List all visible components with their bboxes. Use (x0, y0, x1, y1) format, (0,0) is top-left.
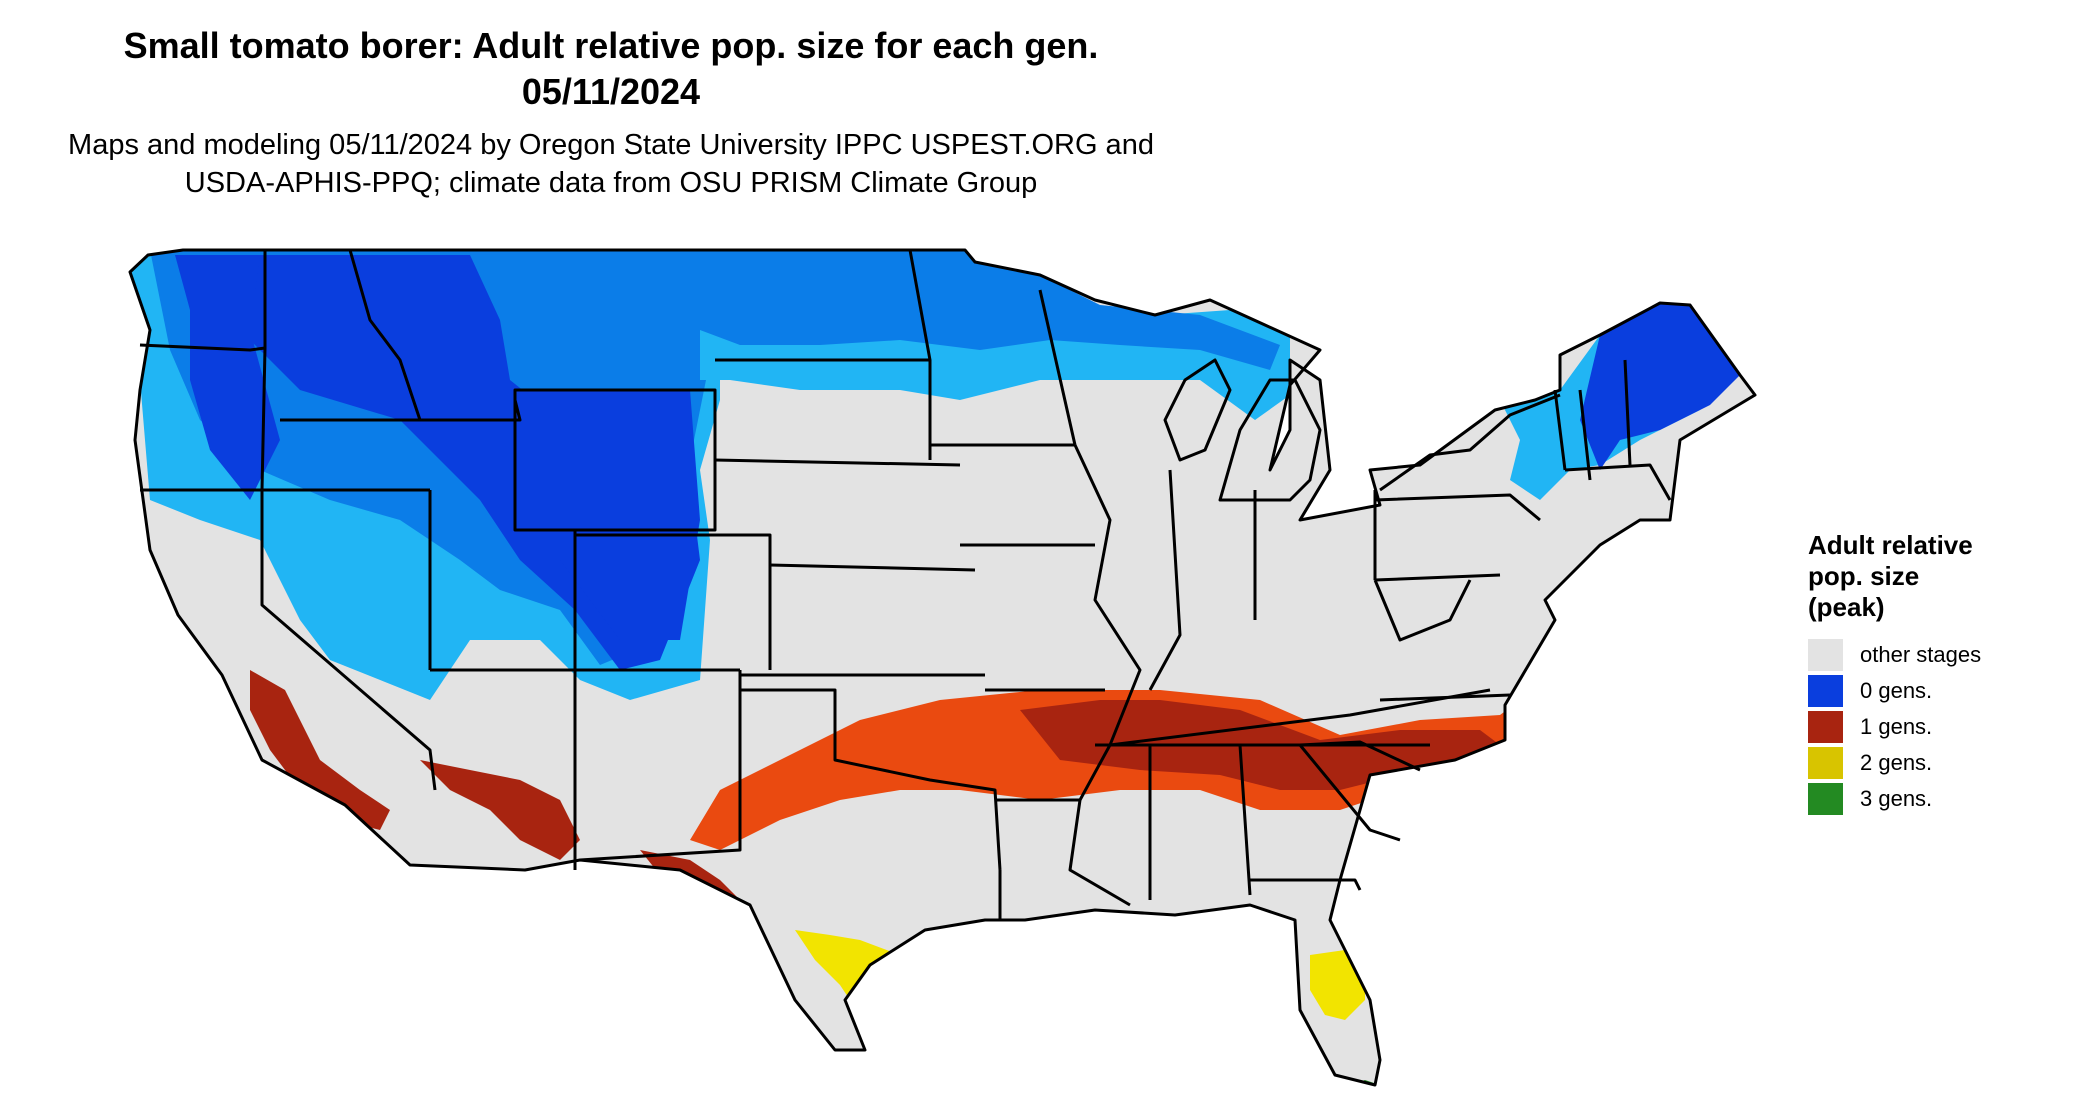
legend-swatch (1808, 747, 1843, 779)
state-borders (128, 248, 1757, 1087)
border-sd-ne (714, 458, 961, 467)
legend-swatch (1808, 783, 1843, 815)
border-co (575, 533, 772, 670)
border-wy (513, 388, 717, 532)
zone-0-gens-dark-wyoming (520, 390, 700, 640)
border-wa-or (139, 343, 266, 352)
zone-1-gens-arizona-patches (420, 760, 580, 860)
border-vt-nh (1578, 389, 1592, 481)
legend-item-1-gens: 1 gens. (1808, 709, 2068, 745)
border-ne-ks (769, 563, 976, 572)
legend-items: other stages 0 gens. 1 gens. 2 gens. 3 g… (1808, 637, 2068, 817)
border-nm-east (573, 670, 742, 870)
border-pa-ny (1374, 493, 1541, 522)
legend-title: Adult relative pop. size (peak) (1808, 530, 2068, 623)
legend-label: 3 gens. (1860, 786, 1933, 811)
border-ma-south (1564, 463, 1672, 501)
legend-item-2-gens: 2 gens. (1808, 745, 2068, 781)
border-mn-wi (1038, 289, 1077, 446)
legend-swatch (1808, 639, 1843, 671)
zone-0-gens-mid-upper-midwest (700, 250, 1280, 370)
border-mississippi (1073, 444, 1142, 801)
legend-label: 2 gens. (1860, 750, 1933, 775)
legend-label: 0 gens. (1860, 678, 1933, 703)
zone-2-gens-central-florida (1310, 950, 1365, 1020)
legend: Adult relative pop. size (peak) other st… (1808, 530, 2068, 817)
border-nc-sc (1299, 740, 1421, 772)
us-map (128, 248, 1757, 1087)
zone-0-gens-dark-maine (1580, 303, 1740, 470)
border-dakotas-east (908, 249, 932, 460)
legend-title-line: Adult relative (1808, 530, 1973, 560)
map-subtitle-line-1: Maps and modeling 05/11/2024 by Oregon S… (68, 129, 1154, 161)
border-ny-vt (1553, 389, 1567, 471)
border-ga-fl (1250, 878, 1362, 891)
border-pa-south (1374, 573, 1501, 582)
border-il-in (1148, 469, 1182, 691)
border-lake-michigan (1163, 358, 1232, 462)
map-title-date: 05/11/2024 (521, 71, 701, 112)
border-id-west (260, 250, 267, 491)
legend-label: 1 gens. (1860, 714, 1933, 739)
border-ar-la (995, 798, 1131, 907)
border-ga-sc (1298, 744, 1401, 842)
border-ms-al (1148, 744, 1252, 900)
legend-swatch (1808, 711, 1843, 743)
legend-title-line: pop. size (1808, 561, 1920, 591)
border-va-wv (1373, 579, 1472, 642)
border-mt-id (348, 249, 422, 421)
border-ny-lake (1379, 393, 1561, 492)
zone-0-gens-dark-cascades (175, 255, 280, 500)
map-subtitle-line-2: USDA-APHIS-PPQ; climate data from OSU PR… (184, 167, 1038, 199)
zone-1-gens-southern-band (690, 690, 1530, 850)
legend-title-line: (peak) (1808, 592, 1885, 622)
legend-item-3-gens: 3 gens. (1808, 781, 2068, 817)
border-nc-va (1379, 693, 1511, 702)
zero-generation-zones (130, 250, 1740, 700)
legend-label: other stages (1860, 642, 1982, 667)
legend-item-other-stages: other stages (1808, 637, 2068, 673)
border-nh-me (1623, 359, 1632, 466)
border-michigan-lp (1218, 378, 1322, 502)
legend-swatch (1808, 675, 1843, 707)
map-title-line-1: Small tomato borer: Adult relative pop. … (123, 25, 1099, 66)
border-ok-tx (740, 688, 1002, 871)
zone-1-gens-southern-california (250, 670, 390, 830)
legend-item-0-gens: 0 gens. (1808, 673, 2068, 709)
border-nv-ca (260, 490, 437, 791)
